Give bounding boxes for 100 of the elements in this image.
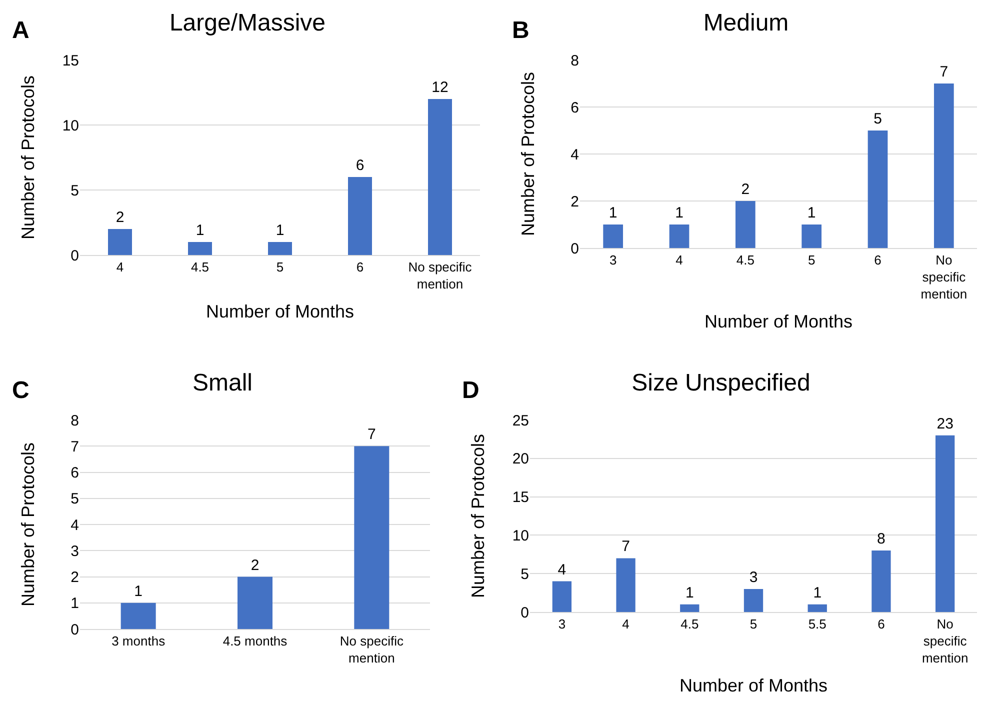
x-tick-label: 6 xyxy=(874,252,882,268)
y-tick-label: 8 xyxy=(570,52,579,70)
y-tick-label: 4 xyxy=(70,516,79,534)
data-label: 6 xyxy=(356,157,364,174)
y-tick-label: 0 xyxy=(70,247,79,264)
y-tick-label: 6 xyxy=(70,464,79,482)
x-tick-label: No specific mention xyxy=(922,616,968,666)
data-label: 1 xyxy=(685,584,694,602)
x-tick-label: 4.5 xyxy=(190,260,210,275)
bar xyxy=(108,229,132,255)
text: C xyxy=(12,377,30,404)
x-tick-label: No specific mention xyxy=(340,634,404,666)
bar xyxy=(935,435,955,612)
data-label: 5 xyxy=(874,110,882,128)
bar xyxy=(268,242,292,255)
bar xyxy=(669,224,690,248)
y-tick-label: 5 xyxy=(520,566,529,583)
y-tick-label: 10 xyxy=(62,117,79,134)
data-label: 1 xyxy=(807,204,816,222)
y-tick-label: 6 xyxy=(570,99,579,116)
y-tick-label: 0 xyxy=(570,240,579,258)
x-axis-title: Number of Months xyxy=(679,676,828,696)
y-tick-label: 15 xyxy=(62,52,79,70)
bar xyxy=(552,581,572,612)
x-tick-label: 6 xyxy=(356,260,364,275)
data-label: 1 xyxy=(196,222,204,239)
x-tick-label: 4.5 xyxy=(680,616,699,632)
y-tick-label: 2 xyxy=(70,569,79,586)
y-tick-label: 3 xyxy=(70,542,79,560)
y-tick-label: 8 xyxy=(70,412,79,430)
y-tick-label: 2 xyxy=(570,193,579,210)
x-tick-label: 5.5 xyxy=(808,616,826,632)
x-tick-label: 5 xyxy=(750,616,758,632)
bar xyxy=(744,588,764,612)
y-tick-label: 4 xyxy=(570,146,579,164)
x-tick-label: 3 xyxy=(558,616,566,632)
data-label: 12 xyxy=(432,79,448,96)
chart-title: Large/Massive xyxy=(169,9,326,36)
chart-title: Medium xyxy=(703,9,789,36)
y-tick-label: 5 xyxy=(70,182,79,200)
chart-title: Small xyxy=(192,370,253,397)
data-label: 2 xyxy=(741,181,750,198)
text: A xyxy=(12,17,30,44)
x-tick-label: 4 xyxy=(676,252,683,268)
data-label: 23 xyxy=(936,415,954,432)
y-tick-label: 0 xyxy=(520,604,529,622)
x-tick-label: 4.5 xyxy=(736,252,754,268)
data-label: 1 xyxy=(608,204,618,222)
x-tick-label: 3 xyxy=(609,252,617,268)
y-axis-title: Number of Protocols xyxy=(18,75,38,240)
x-axis-title: Number of Months xyxy=(704,312,853,332)
x-tick-label: 4 xyxy=(622,616,630,632)
x-tick-label: 4 xyxy=(116,260,124,275)
data-label: 7 xyxy=(368,426,376,444)
chart-title: Size Unspecified xyxy=(632,370,810,397)
data-label: 7 xyxy=(622,538,630,556)
data-label: 1 xyxy=(813,584,822,602)
x-tick-label: 5 xyxy=(276,260,284,275)
bar xyxy=(934,84,954,248)
bar xyxy=(603,224,624,248)
data-label: 2 xyxy=(250,556,260,574)
y-tick-label: 25 xyxy=(512,412,529,430)
x-tick-label: No specific mention xyxy=(408,260,472,292)
bar xyxy=(808,604,827,612)
bar xyxy=(120,602,156,629)
y-axis-title: Number of Protocols xyxy=(18,442,38,607)
y-axis-title: Number of Protocols xyxy=(518,72,538,236)
y-tick-label: 7 xyxy=(70,438,79,456)
bar xyxy=(680,604,700,612)
data-label: 4 xyxy=(558,561,566,578)
text: B xyxy=(512,17,530,44)
y-tick-label: 15 xyxy=(512,489,529,506)
data-label: 8 xyxy=(877,530,886,548)
y-tick-label: 20 xyxy=(512,450,529,468)
bar xyxy=(616,558,636,612)
data-label: 1 xyxy=(276,222,284,239)
y-tick-label: 10 xyxy=(512,527,529,544)
y-tick-label: 1 xyxy=(70,595,79,612)
bar xyxy=(348,177,372,255)
text: D xyxy=(462,377,480,404)
y-tick-label: 0 xyxy=(70,621,79,638)
y-tick-label: 5 xyxy=(70,490,79,508)
x-tick-label: 6 xyxy=(878,616,885,632)
x-tick-label: No specific mention xyxy=(920,252,968,302)
data-label: 7 xyxy=(940,64,948,80)
bar xyxy=(735,201,756,248)
bar xyxy=(868,130,888,248)
x-tick-label: 5 xyxy=(808,252,816,268)
bar xyxy=(802,224,822,248)
x-axis-title: Number of Months xyxy=(206,302,354,322)
data-label: 1 xyxy=(675,204,684,222)
bar xyxy=(872,550,891,612)
bar xyxy=(354,446,390,629)
data-label: 1 xyxy=(134,582,142,600)
bar xyxy=(428,99,452,255)
y-axis-title: Number of Protocols xyxy=(468,434,488,598)
x-tick-label: 4.5 months xyxy=(222,634,288,649)
x-tick-label: 3 months xyxy=(112,634,166,649)
bar xyxy=(188,242,212,255)
bar xyxy=(238,576,272,629)
